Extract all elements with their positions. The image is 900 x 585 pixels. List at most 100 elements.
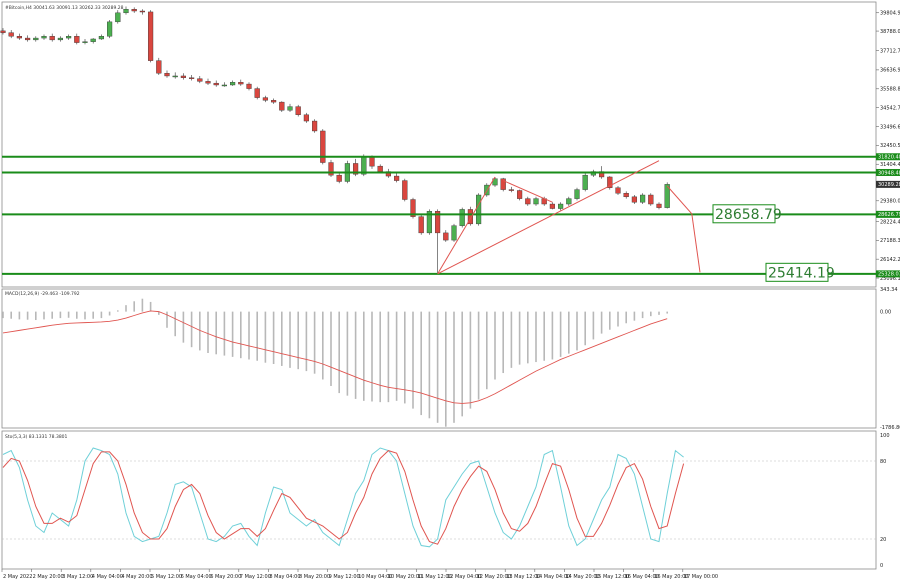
level-price-box [876, 210, 900, 218]
stoch-tick-label: 100 [880, 433, 890, 439]
candle [188, 77, 195, 79]
candle [369, 156, 375, 167]
price-tick-label: 33496.60 [880, 124, 900, 130]
time-tick-label: 9 May 12:00 [329, 574, 360, 580]
candle [435, 211, 441, 234]
time-tick-label: 16 May 20:00 [654, 574, 688, 580]
candle [394, 175, 400, 181]
time-tick-label: 5 May 12:00 [151, 574, 182, 580]
time-tick-label: 12 May 04:00 [447, 574, 481, 580]
candle [115, 12, 121, 23]
candle [172, 75, 178, 78]
candle [664, 184, 670, 208]
trendline[interactable] [502, 180, 553, 203]
candle [65, 36, 72, 39]
stoch-tick-label: 0 [880, 563, 883, 569]
candle [525, 198, 531, 205]
time-tick-label: 3 May 12:00 [62, 574, 93, 580]
time-tick-label: 7 May 12:00 [240, 574, 271, 580]
macd-title: MACD(12,26,9) -29.463 -109.792 [5, 291, 80, 297]
price-tick-label: 32450.50 [880, 143, 900, 149]
candle [533, 198, 539, 205]
price-tick-label: 34542.70 [880, 105, 900, 111]
price-tick-label: 29380.00 [880, 199, 900, 205]
stoch-title: Sto(5,3,3) 83.1331 78.3801 [5, 434, 68, 440]
chart-pane-3 [1, 430, 877, 570]
time-tick-label: 2 May 20:00 [33, 574, 64, 580]
candle [164, 73, 170, 77]
time-tick-label: 6 May 04:00 [181, 574, 212, 580]
price-tick-label: 36636.90 [880, 68, 900, 74]
macd-tick-label: 343.34 [880, 287, 898, 293]
current-price-label: 30289.28 [878, 182, 900, 188]
candle [98, 36, 105, 40]
stoch-main-line [2, 447, 684, 548]
level-price-box [876, 168, 900, 176]
candle [254, 88, 260, 98]
level-price-box [876, 153, 900, 161]
time-tick-label: 15 May 12:00 [595, 574, 629, 580]
candle [57, 37, 64, 41]
trendline[interactable] [666, 185, 693, 215]
candle [49, 36, 55, 41]
candle [640, 194, 646, 203]
candle [328, 162, 334, 176]
candle [74, 36, 80, 43]
candle [139, 10, 146, 13]
candle [508, 189, 515, 191]
time-tick-label: 4 May 20:00 [121, 574, 152, 580]
candle [271, 100, 277, 103]
time-tick-label: 11 May 12:00 [417, 574, 451, 580]
stoch-signal-line [2, 450, 685, 545]
time-tick-label: 8 May 20:00 [299, 574, 330, 580]
candle [229, 82, 236, 86]
candle [566, 198, 572, 205]
candle [418, 216, 424, 234]
trendline[interactable] [437, 160, 660, 275]
candle [443, 232, 449, 241]
time-tick-label: 16 May 04:00 [625, 574, 659, 580]
price-tick-label: 37712.70 [880, 48, 900, 54]
candle [221, 84, 228, 87]
candle [147, 11, 154, 61]
trendline[interactable] [691, 213, 701, 273]
time-tick-label: 17 May 00:00 [684, 574, 718, 580]
price-tick-label: 35588.80 [880, 87, 900, 93]
target-label: 28658.79 [715, 207, 782, 223]
candle [410, 199, 416, 217]
candle [549, 203, 556, 209]
stoch-tick-label: 20 [880, 537, 886, 543]
candle [656, 203, 662, 208]
candle [574, 189, 580, 199]
level-price-label: 30948.48 [878, 170, 900, 176]
candle [607, 176, 613, 188]
time-tick-label: 14 May 04:00 [536, 574, 570, 580]
chart-pane-2 [1, 288, 877, 429]
time-tick-label: 8 May 04:00 [269, 574, 300, 580]
chart-pane-1 [1, 1, 877, 288]
trendline[interactable] [437, 176, 496, 275]
macd-signal-line [2, 310, 668, 404]
candle [82, 41, 88, 43]
candle [90, 38, 96, 42]
candle [131, 9, 137, 12]
price-tick-label: 26142.20 [880, 257, 900, 263]
candle [467, 209, 474, 225]
level-price-label: 31820.40 [878, 155, 900, 161]
candle [41, 36, 47, 39]
candle [156, 60, 162, 74]
time-tick-label: 10 May 20:00 [388, 574, 422, 580]
time-tick-label: 6 May 20:00 [210, 574, 241, 580]
candle [279, 101, 285, 111]
candle [631, 196, 638, 203]
candle [517, 190, 523, 199]
candle [197, 78, 203, 82]
candle [295, 106, 301, 115]
macd-tick-label: -1786.80 [880, 425, 900, 431]
level-price-label: 25328.07 [878, 272, 900, 278]
candle [648, 194, 654, 205]
candle [623, 193, 629, 198]
candle [459, 209, 465, 226]
candle [336, 174, 342, 182]
